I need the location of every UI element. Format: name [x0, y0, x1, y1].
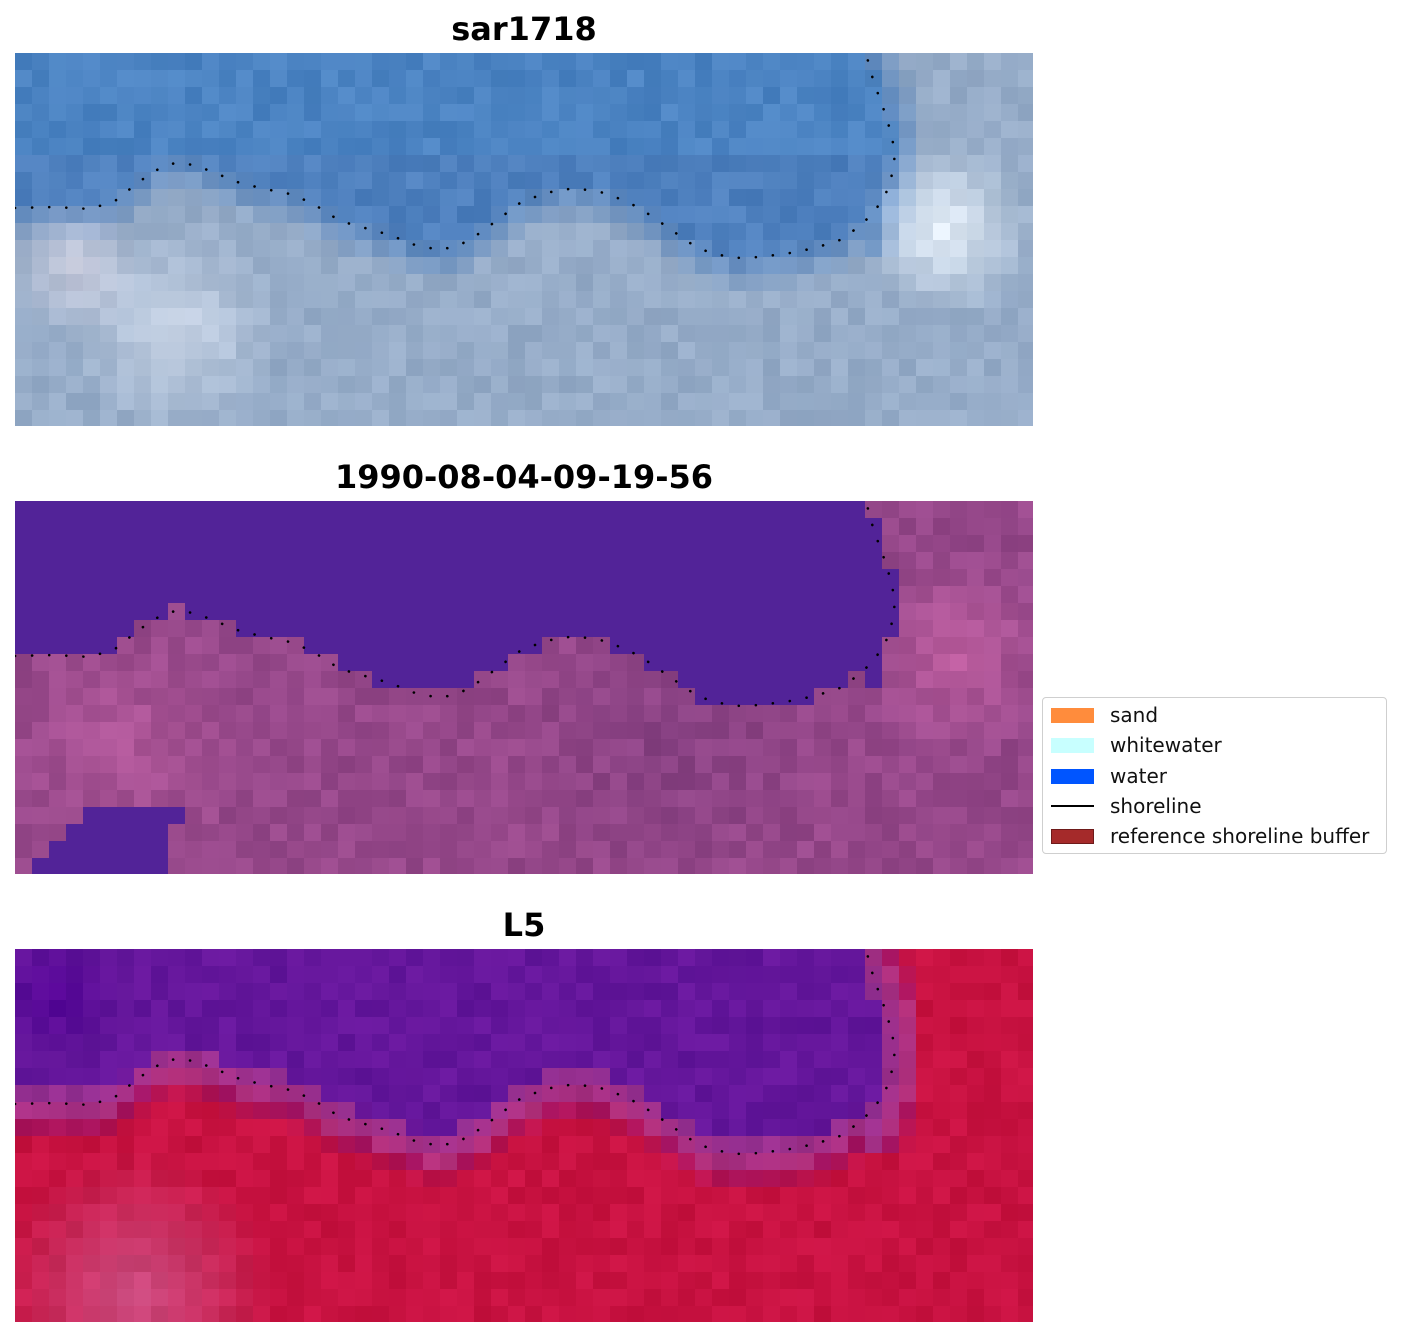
legend-label-reference-buffer: reference shoreline buffer — [1110, 824, 1370, 848]
pixel-grid — [15, 949, 1033, 1322]
pixel-grid — [15, 53, 1033, 426]
image-panel-sar1718 — [15, 53, 1033, 426]
legend-item-reference-buffer: reference shoreline buffer — [1051, 824, 1370, 848]
image-panel-L5 — [15, 949, 1033, 1322]
rgb-satellite-image — [15, 53, 1033, 426]
legend-swatch-shoreline — [1051, 805, 1094, 807]
legend-swatch-reference-buffer — [1051, 828, 1094, 844]
legend-label-shoreline: shoreline — [1110, 794, 1202, 818]
legend-swatch-water — [1051, 768, 1094, 784]
legend-item-water: water — [1051, 764, 1167, 788]
pixel-grid — [15, 501, 1033, 874]
legend-label-whitewater: whitewater — [1110, 733, 1222, 757]
legend-item-shoreline: shoreline — [1051, 794, 1202, 818]
classified-image — [15, 501, 1033, 874]
panel-title-1: sar1718 — [451, 10, 597, 48]
panel-title-2: 1990-08-04-09-19-56 — [334, 458, 714, 496]
legend-label-water: water — [1110, 764, 1167, 788]
legend-swatch-whitewater — [1051, 737, 1094, 753]
legend-item-whitewater: whitewater — [1051, 733, 1222, 757]
legend-item-sand: sand — [1051, 703, 1159, 727]
index-image — [15, 949, 1033, 1322]
legend-label-sand: sand — [1110, 703, 1159, 727]
panel-title-3: L5 — [502, 906, 546, 944]
legend-swatch-sand — [1051, 707, 1094, 723]
image-panel-classified — [15, 501, 1033, 874]
legend: sand whitewater water shoreline referenc… — [1042, 697, 1387, 854]
